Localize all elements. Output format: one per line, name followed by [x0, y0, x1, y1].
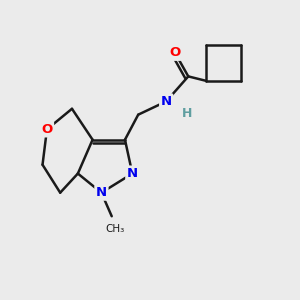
Text: N: N	[160, 95, 172, 108]
Text: O: O	[169, 46, 181, 59]
Text: N: N	[96, 186, 107, 199]
Text: O: O	[41, 123, 52, 136]
Text: CH₃: CH₃	[105, 224, 124, 234]
Text: N: N	[127, 167, 138, 180]
Text: H: H	[182, 107, 192, 120]
